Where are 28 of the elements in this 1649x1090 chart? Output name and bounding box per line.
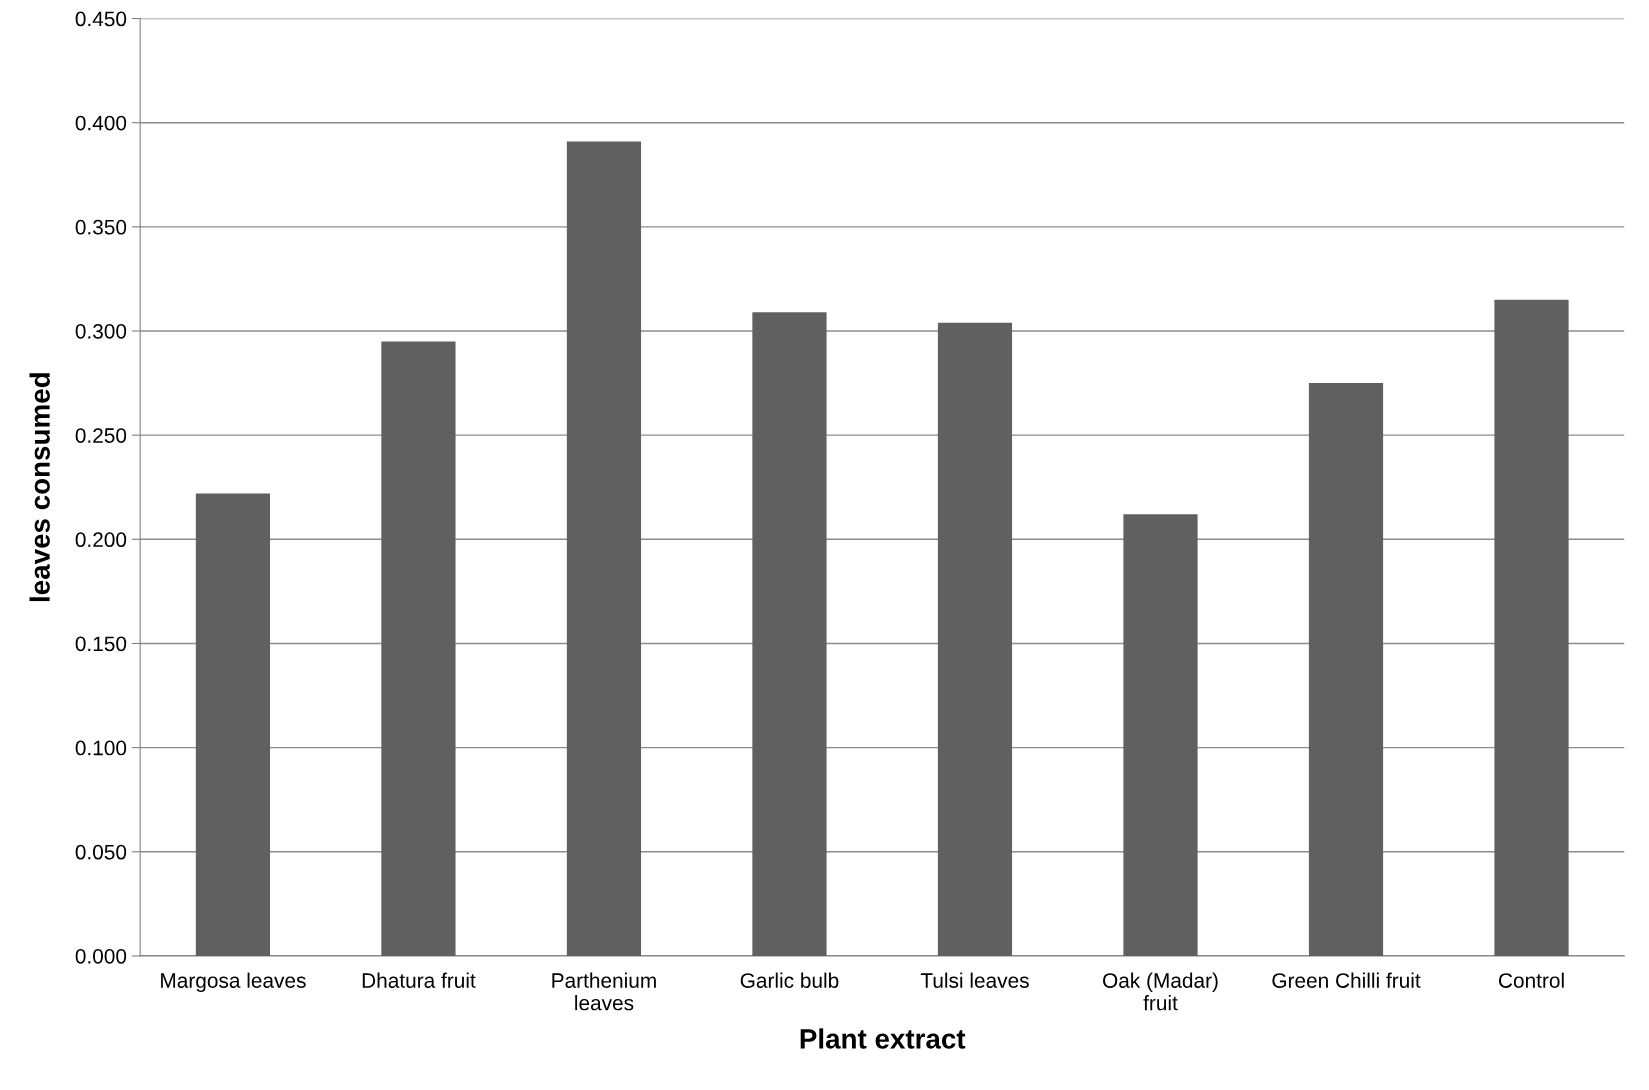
bar: [752, 312, 827, 956]
x-tick-label: Margosa leaves: [161, 972, 306, 993]
y-tick-label: 0.300: [75, 324, 127, 339]
y-axis-title: leaves consumed: [29, 373, 50, 602]
bar: [1494, 299, 1569, 956]
y-tick-label: 0.000: [75, 948, 127, 964]
y-tick-label: 0.450: [75, 11, 127, 27]
bar: [937, 322, 1013, 956]
y-tick-label: 0.100: [75, 740, 127, 756]
y-tick-label: 0.050: [75, 844, 127, 860]
x-tick-label: Control: [1498, 972, 1564, 988]
x-axis-title: Plant extract: [800, 1028, 966, 1049]
y-tick-label: 0.400: [75, 115, 127, 131]
bar: [195, 493, 271, 956]
bar: [566, 141, 642, 956]
x-tick-label: Tulsi leaves: [920, 972, 1029, 988]
y-tick-label: 0.350: [75, 219, 127, 235]
bar: [1308, 383, 1384, 956]
x-tick-label: Garlic bulb: [740, 972, 839, 988]
bar: [381, 341, 456, 956]
y-tick-label: 0.200: [75, 532, 127, 548]
x-tick-label: Parthenium leaves: [552, 972, 656, 1011]
x-tick-label: Green Chilli fruit: [1272, 972, 1421, 988]
y-tick-label: 0.250: [75, 428, 127, 443]
bar: [1123, 514, 1198, 956]
x-tick-label: Oak (Madar) fruit: [1103, 972, 1218, 1011]
y-tick-label: 0.150: [75, 636, 127, 652]
x-tick-label: Dhatura fruit: [362, 972, 476, 988]
